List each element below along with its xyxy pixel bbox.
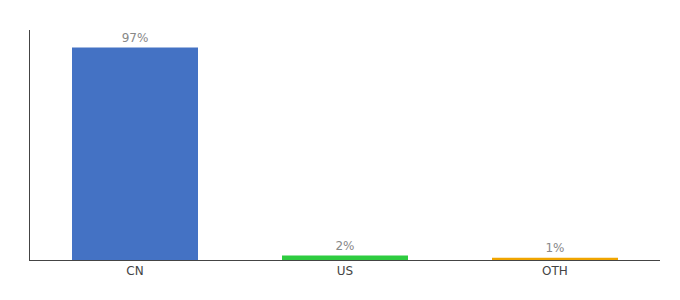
svg-text:CN: CN [126,264,143,278]
svg-text:US: US [337,264,353,278]
svg-text:2%: 2% [335,239,354,253]
svg-text:97%: 97% [122,31,149,45]
svg-text:1%: 1% [545,241,564,255]
svg-text:OTH: OTH [542,264,568,278]
